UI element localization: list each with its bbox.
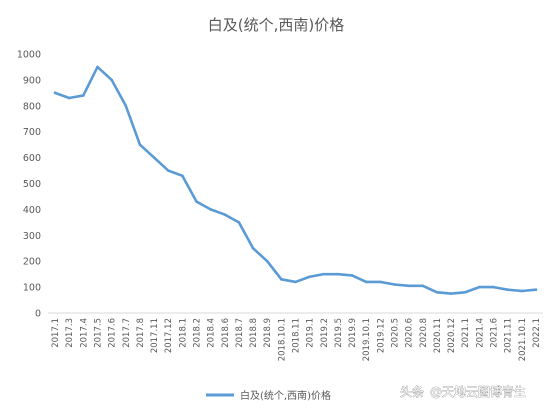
y-tick-label: 700 [23, 127, 41, 138]
data-point [181, 174, 184, 178]
data-point [195, 200, 198, 203]
data-point [67, 96, 71, 100]
y-tick-label: 1000 [17, 50, 41, 61]
x-tick-label: 2017.6 [108, 318, 118, 348]
x-tick-label: 2020.5 [391, 318, 401, 348]
y-tick-label: 900 [23, 75, 41, 86]
data-point [379, 280, 382, 284]
x-tick-label: 2017.3 [65, 318, 75, 348]
data-point [534, 288, 538, 291]
y-tick-label: 600 [23, 153, 41, 164]
x-tick-label: 2021.11 [504, 318, 514, 353]
data-point [82, 94, 85, 97]
data-point [322, 272, 326, 276]
x-tick-label: 2020.12 [447, 318, 457, 353]
data-point [166, 169, 170, 172]
x-tick-label: 2020.8 [419, 318, 429, 348]
data-point [435, 290, 439, 294]
data-point [350, 274, 354, 277]
data-point [336, 272, 340, 276]
y-tick-label: 500 [23, 179, 41, 190]
data-point [280, 278, 283, 281]
x-tick-label: 2018.11 [292, 318, 302, 353]
chart-title: 白及(统个,西南)价格 [208, 16, 344, 34]
data-point [110, 78, 113, 82]
data-point [308, 275, 311, 279]
data-point [421, 284, 425, 288]
x-tick-label: 2017.12 [164, 318, 174, 353]
x-tick-label: 2017.7 [122, 318, 132, 348]
watermark-prefix: 头条 [400, 385, 424, 399]
legend-label: 白及(统个,西南)价格 [240, 389, 331, 402]
data-point [393, 283, 396, 286]
x-tick-label: 2021.4 [475, 318, 485, 348]
x-tick-label: 2019.10.1 [362, 318, 372, 361]
data-point [294, 280, 297, 284]
x-tick-label: 2021.10.1 [518, 318, 528, 361]
data-point [209, 208, 212, 211]
y-tick-label: 200 [23, 257, 41, 268]
y-tick-label: 100 [23, 283, 41, 294]
data-points [53, 65, 538, 295]
x-tick-label: 2021.6 [490, 318, 500, 348]
x-tick-label: 2020.11 [433, 318, 443, 353]
x-axis: 2017.1 2017.3 2017.4 2017.5 2017.6 2017.7 2017… [51, 318, 542, 361]
y-tick-label: 300 [23, 231, 41, 242]
x-tick-label: 2017.1 [51, 318, 61, 348]
y-axis: 0 100 200 300 400 500 600 700 800 900 1000 [17, 50, 41, 320]
legend: 白及(统个,西南)价格 [206, 389, 331, 402]
data-point [478, 285, 481, 289]
data-point [223, 213, 227, 216]
data-point [96, 65, 99, 69]
x-tick-label: 2018.1 [178, 318, 188, 348]
x-tick-label: 2019.1 [306, 318, 316, 348]
x-tick-label: 2017.4 [79, 318, 89, 348]
y-tick-label: 0 [35, 309, 41, 320]
x-tick-label: 2020.6 [405, 318, 415, 348]
data-point [138, 143, 142, 146]
x-tick-label: 2017.5 [94, 318, 104, 348]
watermark-handle: @天地云图博青生 [430, 384, 526, 399]
x-tick-label: 2018.8 [249, 318, 259, 348]
x-tick-label: 2018.4 [207, 318, 217, 348]
y-tick-label: 800 [23, 101, 41, 112]
data-point [463, 290, 467, 294]
data-point [506, 288, 509, 291]
y-tick-label: 400 [23, 205, 41, 216]
data-point [237, 221, 241, 224]
x-tick-label: 2017.8 [136, 318, 146, 348]
data-point [53, 91, 57, 95]
data-point [520, 289, 524, 293]
data-point [407, 284, 410, 288]
x-tick-label: 2018.2 [193, 318, 203, 348]
data-point [152, 156, 156, 159]
x-tick-label: 2017.11 [150, 318, 160, 353]
data-point [492, 285, 495, 289]
data-point [265, 259, 269, 263]
x-tick-label: 2019.2 [320, 318, 330, 348]
x-tick-label: 2021.1 [461, 318, 471, 348]
watermark: 头条 @天地云图博青生 [400, 384, 527, 400]
x-tick-label: 2019.9 [348, 318, 358, 348]
data-point [364, 280, 368, 284]
x-tick-label: 2019.5 [334, 318, 344, 348]
x-tick-label: 2019.12 [376, 318, 386, 353]
x-tick-label: 2022.1 [532, 318, 542, 348]
data-point [449, 292, 453, 295]
x-tick-label: 2018.6 [221, 318, 231, 348]
x-tick-label: 2018.7 [235, 318, 245, 348]
data-point [251, 246, 255, 250]
data-point [124, 104, 128, 108]
x-tick-label: 2018.10.1 [277, 318, 287, 361]
x-tick-label: 2018.9 [263, 318, 273, 348]
